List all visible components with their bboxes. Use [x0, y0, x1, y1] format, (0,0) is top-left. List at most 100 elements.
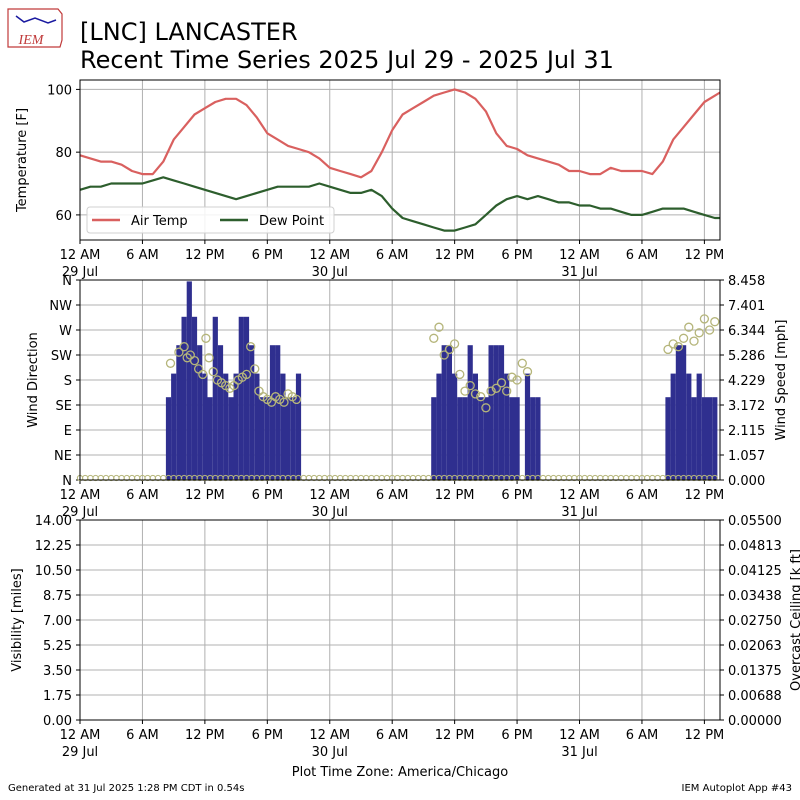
x-tick-label: 12 PM [185, 728, 225, 743]
x-tick-label: 12 PM [185, 248, 225, 263]
x-tick-label: 12 AM [559, 488, 600, 503]
wind-speed-bar [524, 373, 531, 480]
chart-title-station: [LNC] LANCASTER [80, 18, 298, 46]
iem-logo: IEM [7, 8, 63, 48]
y-tick-label: 10.50 [35, 564, 72, 579]
wind-direction-point [486, 386, 496, 396]
y-tick-label: N [62, 474, 72, 489]
wind-speed-bar [675, 345, 681, 480]
x-tick-label: 12 AM [309, 488, 350, 503]
wind-speed-bar [217, 345, 224, 480]
wind-direction-point [444, 344, 455, 355]
y-axis-label: Wind Speed [mph] [774, 320, 789, 441]
y-tick-label: 3.50 [43, 664, 72, 679]
y2-tick-label: 4.229 [728, 374, 765, 389]
wind-speed-bar [249, 345, 255, 480]
wind-direction-point [208, 367, 218, 377]
wind-direction-point [174, 347, 184, 357]
x-tick-label: 6 AM [126, 248, 159, 263]
wind-speed-bar [202, 373, 208, 480]
wind-direction-point [241, 369, 252, 380]
y2-tick-label: 5.286 [728, 349, 765, 364]
wind-speed-bar [467, 345, 473, 480]
wind-speed-bar [446, 345, 452, 480]
x-date-label: 30 Jul [312, 265, 348, 280]
y2-tick-label: 2.115 [728, 424, 765, 439]
wind-speed-bar [498, 345, 505, 480]
iowa-outline-icon [7, 8, 63, 48]
wind-speed-bar [269, 345, 276, 480]
wind-speed-bar [191, 316, 198, 480]
wind-speed-bar [665, 397, 671, 480]
y2-tick-label: 0.03438 [728, 589, 782, 604]
wind-direction-point [517, 358, 527, 368]
wind-direction-point [699, 314, 710, 324]
legend-label-dew-point: Dew Point [259, 214, 324, 229]
wind-direction-point [165, 358, 176, 368]
wind-speed-bar [171, 373, 177, 480]
wind-direction-point [198, 369, 208, 380]
wind-direction-point [512, 375, 522, 385]
x-tick-label: 12 AM [60, 248, 101, 263]
y2-tick-label: 6.344 [728, 324, 765, 339]
wind-direction-point [460, 386, 470, 396]
wind-direction-point [470, 389, 481, 399]
wind-speed-bar [462, 397, 468, 480]
x-tick-label: 12 PM [435, 728, 475, 743]
x-tick-label: 6 PM [252, 728, 283, 743]
wind-speed-bar [535, 397, 541, 480]
wind-speed-bar [197, 345, 203, 480]
y-tick-label: SE [56, 399, 72, 414]
wind-direction-point [179, 342, 189, 352]
calm-wind-marker [711, 474, 718, 482]
wind-speed-bar [181, 316, 187, 480]
wind-speed-bar [165, 397, 172, 480]
plot-frame [79, 519, 721, 721]
wind-direction-point [684, 322, 694, 332]
wind-speed-bar [530, 397, 536, 480]
x-tick-label: 6 AM [626, 488, 659, 503]
wind-direction-point [449, 339, 460, 349]
wind-direction-point [201, 333, 211, 343]
x-date-label: 29 Jul [62, 265, 98, 280]
wind-direction-point [465, 380, 475, 391]
y-tick-label: 7.00 [43, 614, 72, 629]
wind-speed-bar [285, 397, 291, 480]
x-tick-label: 6 PM [501, 488, 532, 503]
wind-speed-bar [696, 373, 702, 480]
wind-direction-point [491, 383, 501, 393]
x-tick-label: 12 AM [559, 728, 600, 743]
x-tick-label: 12 PM [435, 488, 475, 503]
y2-tick-label: 0.05500 [728, 514, 782, 529]
x-tick-label: 6 PM [501, 728, 532, 743]
wind-direction-point [439, 350, 449, 360]
y-tick-label: 80 [55, 146, 72, 161]
wind-speed-bar [686, 373, 692, 480]
wind-speed-bar [431, 397, 437, 480]
legend-label-air-temp: Air Temp [131, 214, 188, 229]
y-tick-label: N [62, 274, 72, 289]
y-tick-label: E [64, 424, 72, 439]
wind-speed-bar [238, 316, 244, 480]
wind-speed-bar [207, 397, 213, 480]
wind-speed-bar [483, 397, 489, 480]
y-tick-label: 100 [47, 83, 72, 98]
temperature-panel: 12 AM 6 AM 12 PM 6 PM 12 AM 6 AM 12 PM 6 PM 12 A… [15, 79, 724, 280]
wind-speed-bar [472, 373, 478, 480]
y2-tick-label: 0.00688 [728, 689, 782, 704]
y-tick-label: 60 [55, 209, 72, 224]
x-tick-label: 6 AM [626, 248, 659, 263]
wind-speed-bar [243, 316, 250, 480]
wind-speed-bar [691, 397, 697, 480]
wind-speed-bar [254, 373, 260, 480]
y-tick-label: 1.75 [43, 689, 72, 704]
y-axis-label: Overcast Ceiling [k ft] [789, 549, 800, 691]
x-date-label: 31 Jul [561, 505, 597, 520]
wind-speed-bar [436, 373, 442, 480]
y-tick-label: 14.00 [35, 514, 72, 529]
x-tick-label: 6 AM [626, 728, 659, 743]
y2-tick-label: 8.458 [728, 274, 765, 289]
x-tick-label: 12 AM [60, 488, 101, 503]
wind-direction-point [455, 369, 465, 380]
wind-direction-point [291, 394, 302, 405]
